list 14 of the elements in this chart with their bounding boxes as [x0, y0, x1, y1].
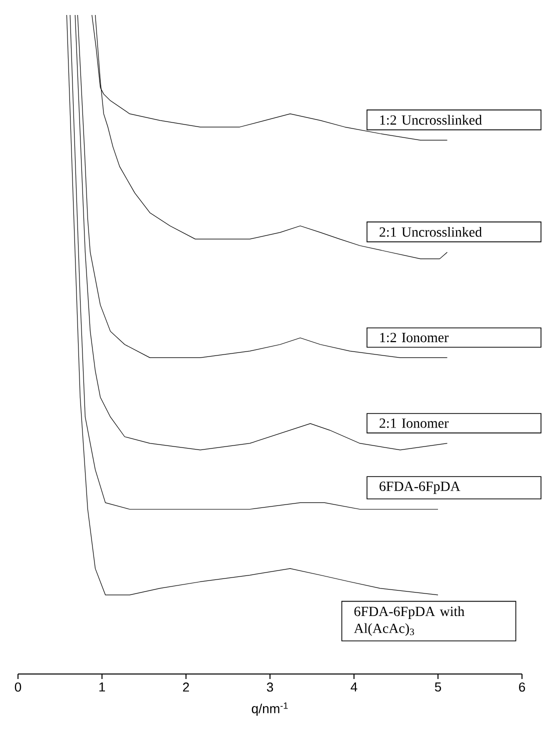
x-tick-label: 2: [183, 682, 189, 692]
x-tick-label: 5: [434, 682, 442, 692]
series-label: 2:1 Uncrosslinked: [380, 226, 482, 237]
series-label: 1:2 Uncrosslinked: [380, 114, 482, 125]
x-tick-label: 1: [99, 682, 105, 692]
series-label: 6FDA-6FpDA: [380, 482, 460, 494]
series-label: 2:1 Ionomer: [380, 418, 449, 428]
x-tick-label: 6: [519, 682, 526, 692]
x-tick-label: 4: [350, 682, 358, 692]
series-label: 6FDA-6FpDA with Al(AcAc)$_{3}$: [354, 606, 464, 636]
x-axis-title: q/nm$^{-1}$: [252, 702, 288, 716]
x-tick-label: 0: [14, 682, 22, 692]
series-label: 1:2 Ionomer: [380, 332, 449, 342]
x-tick-label: 3: [266, 682, 274, 692]
